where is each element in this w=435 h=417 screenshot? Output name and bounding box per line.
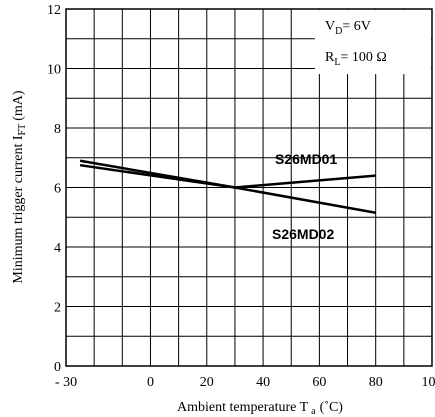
x-tick-label: 0	[147, 375, 154, 390]
x-tick-label: - 30	[55, 375, 77, 390]
y-tick-label: 8	[54, 122, 61, 137]
series-lines	[79, 159, 376, 215]
x-tick-label: 80	[369, 375, 383, 390]
series-line-s26md02	[79, 159, 376, 215]
x-tick-label: 100	[422, 375, 435, 390]
y-tick-label: 12	[47, 3, 61, 18]
y-tick-label: 4	[54, 241, 61, 256]
condition-vd: VD= 6V	[325, 19, 371, 37]
conditions-box	[315, 10, 431, 74]
tick-labels: - 30020406080100024681012	[47, 3, 435, 390]
condition-rl: RL= 100 Ω	[325, 50, 387, 68]
x-tick-label: 60	[312, 375, 326, 390]
plot-frame	[65, 8, 433, 367]
x-tick-label: 20	[200, 375, 214, 390]
y-axis-title: Minimum trigger current IFT(mA)	[11, 90, 28, 283]
axes	[65, 8, 433, 367]
series-label-s26md02: S26MD02	[272, 226, 334, 242]
y-tick-label: 10	[47, 63, 61, 78]
y-tick-label: 2	[54, 301, 61, 316]
y-tick-label: 6	[54, 182, 61, 197]
x-tick-label: 40	[256, 375, 270, 390]
y-tick-label: 0	[54, 360, 61, 375]
series-label-s26md01: S26MD01	[275, 151, 337, 167]
